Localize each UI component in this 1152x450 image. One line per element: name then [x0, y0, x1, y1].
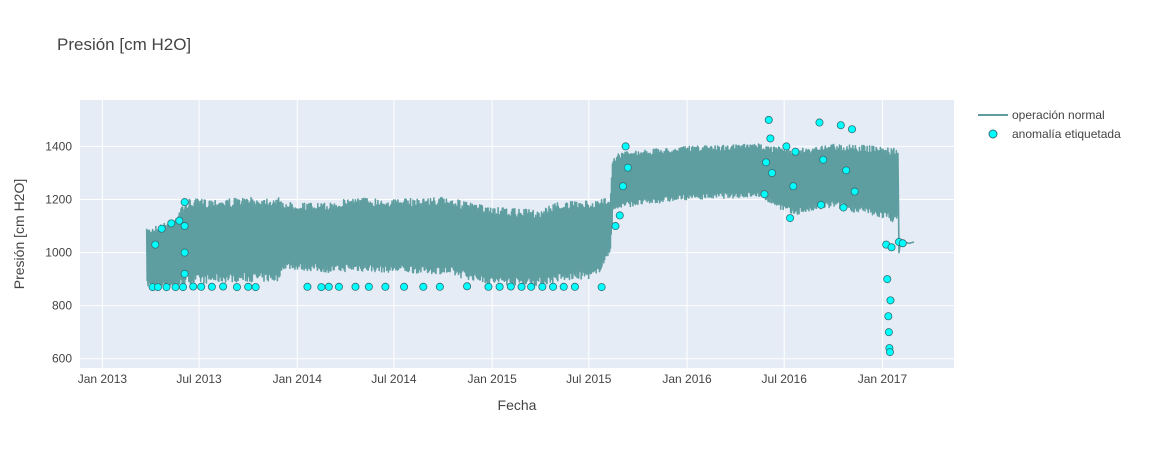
- anomaly-point: [885, 348, 894, 357]
- anomaly-point: [623, 163, 632, 172]
- anomaly-point: [786, 214, 795, 223]
- anomaly-point: [303, 282, 312, 291]
- anomaly-point: [251, 283, 260, 292]
- anomaly-point: [848, 125, 857, 134]
- anomaly-point: [883, 275, 892, 284]
- anomaly-point: [570, 282, 579, 291]
- x-tick-label: Jan 2013: [78, 372, 128, 386]
- anomaly-point: [179, 283, 188, 292]
- anomaly-point: [527, 282, 536, 291]
- anomaly-point: [611, 222, 620, 231]
- anomaly-point: [180, 269, 189, 278]
- anomaly-point: [419, 282, 428, 291]
- anomaly-point: [334, 282, 343, 291]
- anomaly-point: [167, 219, 176, 228]
- x-tick-label: Jan 2017: [858, 372, 908, 386]
- chart-title: Presión [cm H2O]: [57, 35, 191, 54]
- anomaly-point: [791, 147, 800, 156]
- anomaly-point: [884, 312, 893, 321]
- anomaly-point: [244, 282, 253, 291]
- anomaly-point: [157, 224, 166, 233]
- anomaly-point: [898, 239, 907, 248]
- anomaly-point: [618, 182, 627, 191]
- anomaly-point: [189, 282, 198, 291]
- anomaly-point: [153, 283, 162, 292]
- anomaly-point: [484, 282, 493, 291]
- y-tick-label: 1000: [45, 246, 72, 260]
- x-tick-label: Jul 2013: [176, 372, 222, 386]
- x-tick-label: Jan 2014: [273, 372, 323, 386]
- x-tick-label: Jan 2016: [662, 372, 712, 386]
- series-anomalia-etiquetada: [148, 115, 907, 357]
- y-tick-label: 600: [52, 352, 72, 366]
- series-operacion-normal: [145, 143, 915, 288]
- x-tick-label: Jul 2014: [371, 372, 417, 386]
- legend-label-operacion-normal[interactable]: operación normal: [1012, 108, 1105, 122]
- y-axis-title: Presión [cm H2O]: [11, 179, 27, 289]
- anomaly-point: [351, 282, 360, 291]
- anomaly-point: [197, 282, 206, 291]
- legend-marker-swatch: [988, 129, 998, 139]
- anomaly-point: [886, 296, 895, 305]
- anomaly-point: [597, 283, 606, 292]
- anomaly-point: [435, 282, 444, 291]
- anomaly-point: [767, 168, 776, 177]
- anomaly-point: [232, 283, 241, 292]
- anomaly-point: [559, 282, 568, 291]
- anomaly-point: [219, 282, 228, 291]
- anomaly-point: [180, 222, 189, 231]
- y-tick-label: 1200: [45, 193, 72, 207]
- anomaly-point: [760, 190, 769, 199]
- anomaly-point: [207, 282, 216, 291]
- anomaly-point: [839, 203, 848, 212]
- legend-label-anomalia-etiquetada[interactable]: anomalía etiquetada: [1012, 127, 1121, 141]
- x-tick-label: Jul 2015: [566, 372, 612, 386]
- anomaly-point: [151, 240, 160, 249]
- anomaly-point: [766, 134, 775, 143]
- x-axis-ticks: Jan 2013 Jul 2013 Jan 2014 Jul 2014 Jan 2015…: [78, 372, 908, 386]
- anomaly-point: [836, 121, 845, 130]
- anomaly-point: [789, 182, 798, 191]
- legend[interactable]: operación normal anomalía etiquetada: [978, 108, 1121, 141]
- anomaly-point: [819, 155, 828, 164]
- anomaly-point: [549, 282, 558, 291]
- anomaly-point: [364, 282, 373, 291]
- anomaly-point: [850, 187, 859, 196]
- anomaly-point: [621, 142, 630, 151]
- anomaly-point: [324, 282, 333, 291]
- series-line-operacion-normal: [145, 143, 915, 288]
- x-tick-label: Jul 2016: [762, 372, 808, 386]
- anomaly-point: [764, 115, 773, 124]
- anomaly-point: [463, 282, 472, 291]
- anomaly-point: [842, 166, 851, 175]
- y-tick-label: 800: [52, 299, 72, 313]
- anomaly-point: [506, 282, 515, 291]
- anomaly-point: [782, 142, 791, 151]
- anomaly-point: [815, 118, 824, 127]
- x-axis-title: Fecha: [498, 397, 537, 413]
- anomaly-point: [538, 282, 547, 291]
- anomaly-point: [180, 198, 189, 207]
- anomaly-point: [517, 282, 526, 291]
- anomaly-point: [887, 243, 896, 252]
- anomaly-point: [175, 216, 184, 225]
- anomaly-point: [762, 158, 771, 167]
- anomaly-point: [381, 282, 390, 291]
- anomaly-point: [400, 282, 409, 291]
- anomaly-point: [817, 200, 826, 209]
- x-tick-label: Jan 2015: [467, 372, 517, 386]
- anomaly-point: [317, 283, 326, 292]
- anomaly-point: [495, 282, 504, 291]
- anomaly-point: [171, 283, 180, 292]
- anomaly-point: [180, 248, 189, 257]
- anomaly-point: [162, 283, 171, 292]
- y-tick-label: 1400: [45, 139, 72, 153]
- y-axis-ticks: 600 800 1000 1200 1400: [45, 139, 72, 365]
- anomaly-point: [884, 328, 893, 337]
- anomaly-point: [615, 211, 624, 220]
